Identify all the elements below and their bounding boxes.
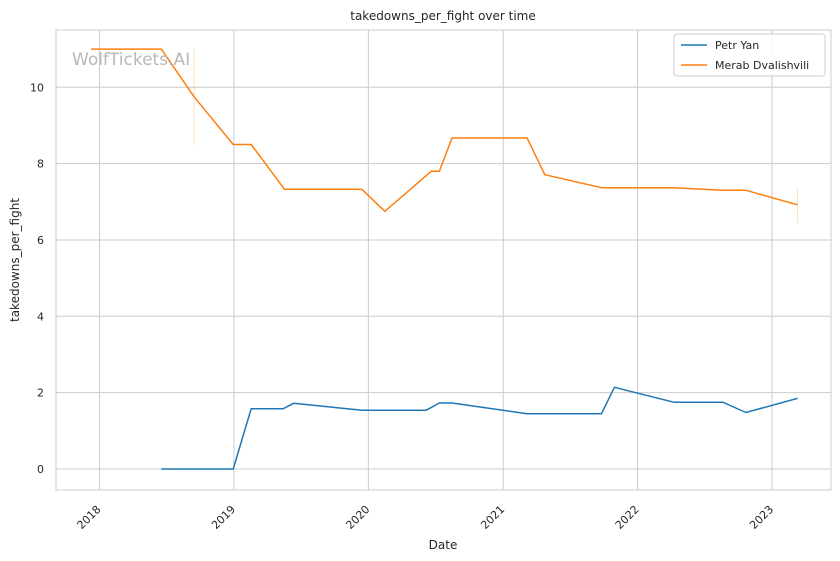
x-tick-label-2020: 2020 (343, 503, 372, 532)
series-line-merab-dvalishvili (91, 48, 798, 213)
legend-box (673, 33, 826, 77)
grid (56, 30, 831, 490)
y-tick-label-6: 6 (37, 234, 44, 247)
x-tick-label-2022: 2022 (613, 503, 642, 532)
y-axis-label: takedowns_per_fight (8, 198, 22, 322)
y-tick-label-4: 4 (37, 310, 44, 323)
x-tick-label-2019: 2019 (209, 503, 238, 532)
plot-frame (55, 29, 832, 491)
watermark-text: WolfTickets.AI (72, 50, 190, 70)
x-tick-label-2023: 2023 (747, 503, 776, 532)
y-tick-label-8: 8 (37, 158, 44, 171)
legend-label-petr-yan: Petr Yan (715, 39, 759, 52)
x-tick-label-2018: 2018 (75, 503, 104, 532)
y-tick-label-2: 2 (37, 387, 44, 400)
chart-title: takedowns_per_fight over time (350, 9, 536, 23)
legend-label-merab-dvalishvili: Merab Dvalishvili (715, 59, 809, 72)
x-axis-label: Date (429, 538, 458, 552)
x-axis-ticks: 2018 2019 2020 2021 2022 2023 (75, 503, 777, 532)
y-axis-ticks: 0 2 4 6 8 10 (30, 81, 44, 476)
y-tick-label-0: 0 (37, 463, 44, 476)
legend: Petr Yan Merab Dvalishvili (673, 33, 826, 77)
series-line-petr-yan (161, 386, 798, 470)
x-tick-label-2021: 2021 (478, 503, 507, 532)
series-lines (91, 48, 798, 470)
y-tick-label-10: 10 (30, 81, 44, 94)
